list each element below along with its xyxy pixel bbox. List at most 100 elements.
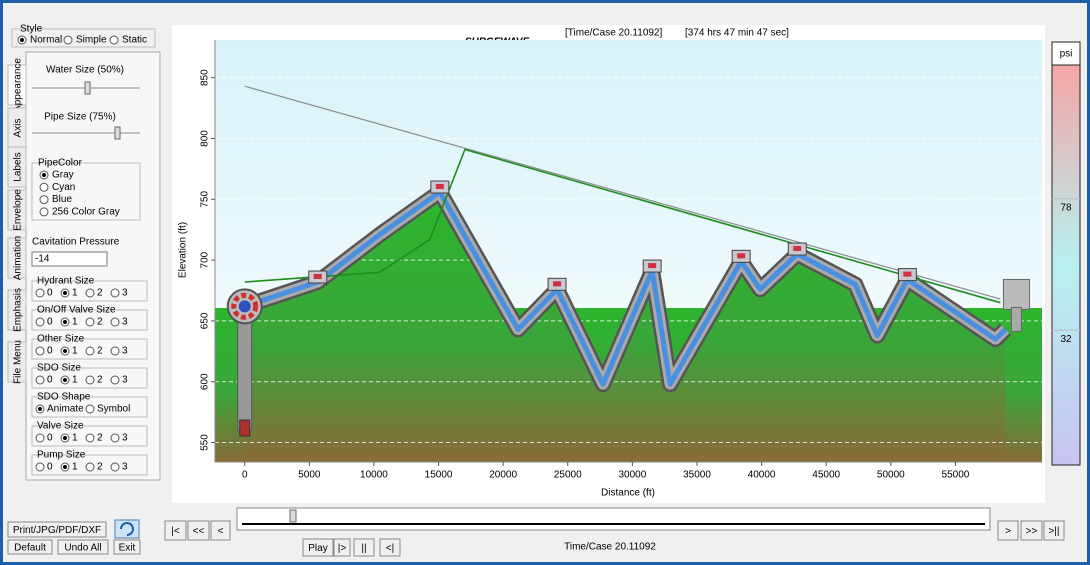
radio-button[interactable] — [110, 317, 120, 327]
radio-button[interactable] — [85, 346, 95, 356]
tab-label[interactable]: Labels — [13, 152, 24, 181]
radio-button[interactable] — [110, 375, 120, 385]
playback-back[interactable] — [210, 520, 231, 541]
size-option[interactable]: 2 — [97, 317, 103, 328]
radio-button[interactable] — [110, 288, 120, 298]
slider-thumb[interactable] — [84, 81, 91, 95]
size-option[interactable]: 3 — [122, 346, 128, 357]
size-option[interactable]: 2 — [97, 433, 103, 444]
playback-last[interactable] — [1043, 520, 1065, 541]
playback-play-label[interactable]: Play — [308, 543, 327, 554]
refresh-button[interactable] — [114, 519, 140, 539]
playback-play[interactable] — [302, 538, 334, 557]
style-option[interactable]: Simple — [76, 35, 107, 46]
cavitation-value[interactable]: -14 — [35, 254, 50, 265]
tab-label[interactable]: Axis — [13, 119, 24, 138]
size-option[interactable]: 0 — [47, 288, 53, 299]
tab[interactable] — [7, 289, 27, 331]
default-button[interactable] — [7, 539, 53, 555]
radio-button[interactable] — [110, 433, 120, 443]
playback-rewind[interactable] — [187, 520, 210, 541]
radio-button[interactable] — [39, 195, 49, 205]
exit-button-label[interactable]: Exit — [119, 543, 136, 554]
playback-forward[interactable] — [997, 520, 1019, 541]
size-option[interactable]: 3 — [122, 433, 128, 444]
size-option[interactable]: Animate — [47, 404, 84, 415]
size-option[interactable]: 1 — [72, 375, 78, 386]
size-option[interactable]: 0 — [47, 317, 53, 328]
tab[interactable] — [7, 189, 27, 231]
pipe-color-option[interactable]: Blue — [52, 194, 72, 205]
playback-fast-forward-label[interactable]: >> — [1026, 526, 1038, 537]
playback-step-back[interactable] — [379, 538, 401, 557]
radio-button[interactable] — [85, 404, 95, 414]
playback-step-back-label[interactable]: <| — [386, 543, 394, 554]
radio-button[interactable] — [35, 317, 45, 327]
radio-button[interactable] — [35, 346, 45, 356]
size-option[interactable]: 1 — [72, 462, 78, 473]
size-option[interactable]: 1 — [72, 288, 78, 299]
radio-button[interactable] — [85, 433, 95, 443]
tab-label[interactable]: Envelope — [13, 189, 24, 231]
playback-step-label[interactable]: |> — [338, 543, 347, 554]
size-option[interactable]: 2 — [97, 288, 103, 299]
size-option[interactable]: 0 — [47, 462, 53, 473]
size-option[interactable]: 3 — [122, 375, 128, 386]
tab[interactable] — [7, 64, 27, 106]
playback-forward-label[interactable]: > — [1005, 526, 1011, 537]
tab-label[interactable]: Appearance — [13, 58, 24, 112]
tab[interactable] — [7, 237, 27, 279]
size-option[interactable]: 3 — [122, 288, 128, 299]
size-option[interactable]: 0 — [47, 375, 53, 386]
radio-button[interactable] — [85, 462, 95, 472]
undo-button[interactable] — [57, 539, 109, 555]
playback-last-label[interactable]: >|| — [1048, 526, 1059, 537]
size-option[interactable]: 3 — [122, 462, 128, 473]
radio-button[interactable] — [35, 375, 45, 385]
tab[interactable] — [7, 341, 27, 383]
playback-first[interactable] — [164, 520, 187, 541]
time-slider-thumb[interactable] — [289, 509, 297, 523]
exit-button[interactable] — [113, 539, 141, 555]
cavitation-input[interactable] — [31, 251, 108, 267]
tab-label[interactable]: Animation — [13, 236, 24, 280]
pipe-color-option[interactable]: Cyan — [52, 182, 75, 193]
tab[interactable] — [7, 146, 27, 188]
radio-button[interactable] — [85, 375, 95, 385]
undo-button-label[interactable]: Undo All — [64, 543, 101, 554]
size-option[interactable]: Symbol — [97, 404, 130, 415]
size-option[interactable]: 2 — [97, 346, 103, 357]
size-option[interactable]: 0 — [47, 346, 53, 357]
style-option[interactable]: Static — [122, 35, 147, 46]
tab-label[interactable]: File Menu — [13, 340, 24, 384]
size-option[interactable]: 1 — [72, 346, 78, 357]
size-option[interactable]: 0 — [47, 433, 53, 444]
playback-pause[interactable] — [353, 538, 375, 557]
radio-button[interactable] — [110, 462, 120, 472]
size-option[interactable]: 1 — [72, 317, 78, 328]
size-option[interactable]: 2 — [97, 375, 103, 386]
radio-button[interactable] — [85, 288, 95, 298]
size-option[interactable]: 2 — [97, 462, 103, 473]
playback-rewind-label[interactable]: << — [193, 526, 205, 537]
pipe-color-option[interactable]: Gray — [52, 170, 74, 181]
export-button-label[interactable]: Print/JPG/PDF/DXF — [13, 525, 101, 536]
radio-button[interactable] — [109, 35, 119, 45]
radio-button[interactable] — [35, 462, 45, 472]
export-button[interactable] — [7, 521, 107, 538]
playback-pause-label[interactable]: || — [361, 543, 366, 554]
radio-button[interactable] — [110, 346, 120, 356]
radio-button[interactable] — [35, 288, 45, 298]
radio-button[interactable] — [85, 317, 95, 327]
radio-button[interactable] — [39, 182, 49, 192]
playback-fast-forward[interactable] — [1020, 520, 1043, 541]
playback-step[interactable] — [333, 538, 351, 557]
slider-thumb[interactable] — [114, 126, 121, 140]
radio-button[interactable] — [35, 433, 45, 443]
playback-back-label[interactable]: < — [218, 526, 224, 537]
radio-button[interactable] — [39, 207, 49, 217]
tab-label[interactable]: Emphasis — [13, 288, 24, 332]
time-slider[interactable] — [236, 507, 991, 531]
size-option[interactable]: 1 — [72, 433, 78, 444]
size-option[interactable]: 3 — [122, 317, 128, 328]
